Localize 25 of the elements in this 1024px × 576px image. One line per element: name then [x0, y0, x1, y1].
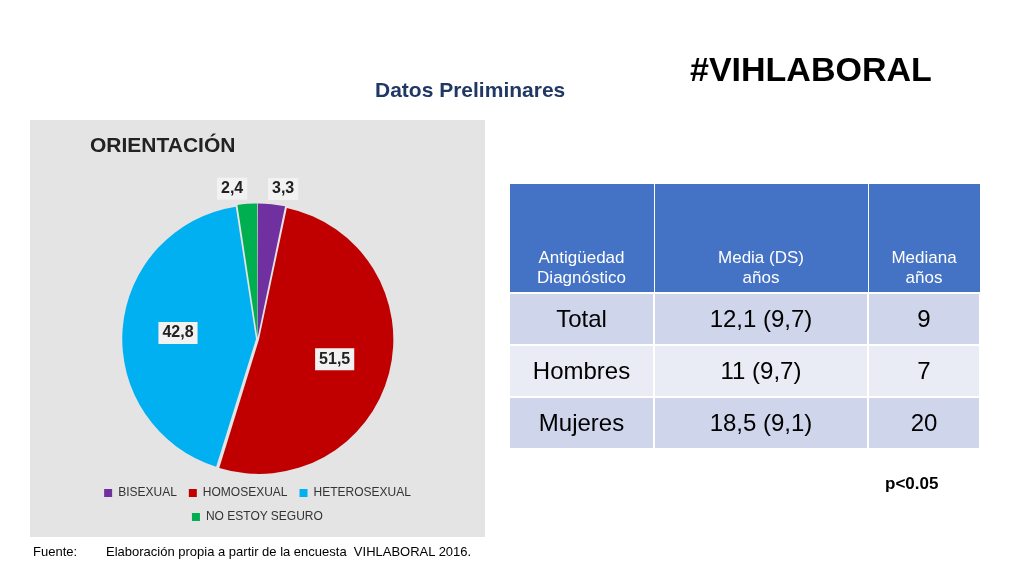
legend-label: NO ESTOY SEGURO [205, 509, 323, 524]
text: Hombres [532, 357, 631, 384]
category-label: Mediana años [868, 183, 980, 293]
text: p<0.05 [885, 474, 939, 494]
data-label: 51,5 [319, 349, 351, 367]
data-label: 3,3 [271, 179, 295, 197]
category-label: Media (DS) años [654, 183, 868, 293]
legend-label: HETEROSEXUAL [313, 485, 412, 500]
text: 9 [917, 305, 931, 332]
legend-label: BISEXUAL [118, 485, 178, 500]
source-note: Fuente: Elaboración propia a partir de la encuesta VIHLABORAL 2016. [33, 544, 472, 559]
text: 18,5 (9,1) [709, 409, 813, 436]
text: 12,1 (9,7) [709, 305, 813, 332]
legend-label: HOMOSEXUAL [202, 485, 288, 500]
text: Datos Preliminares [375, 78, 566, 102]
text: Mujeres [538, 409, 625, 436]
text: 20 [910, 409, 938, 436]
text: 11 (9,7) [720, 357, 802, 384]
data-label: 2,4 [221, 179, 244, 197]
text: #VIHLABORAL [690, 50, 932, 89]
data-label: 42,8 [162, 323, 194, 341]
text: Total [556, 305, 607, 332]
category-label: Antigüedad Diagnóstico [509, 183, 654, 293]
text: 7 [917, 357, 931, 384]
chart-title: ORIENTACIÓN [90, 133, 236, 157]
